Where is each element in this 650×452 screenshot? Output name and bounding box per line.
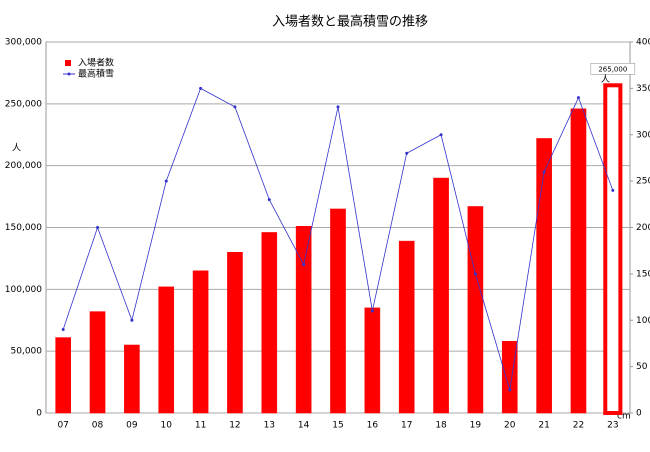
marker (233, 105, 237, 109)
x-tick-label: 20 (504, 421, 516, 431)
bar (295, 226, 312, 414)
bar (227, 251, 243, 414)
x-tick-label: 22 (573, 421, 584, 431)
bar (89, 311, 106, 414)
x-tick-label: 19 (470, 421, 482, 431)
y-tick-label: 50,000 (11, 347, 43, 357)
y-tick-label: 100,000 (5, 285, 42, 295)
y-tick-label: 150,000 (5, 223, 42, 233)
y2-tick-label: 300 (636, 130, 650, 140)
bar (433, 177, 449, 414)
y2-tick-label: 200 (636, 223, 650, 233)
bar (398, 240, 415, 414)
marker (576, 96, 580, 100)
y-tick-label: 200,000 (5, 161, 42, 171)
bar (330, 208, 346, 414)
y2-tick-label: 350 (636, 84, 650, 94)
bar (124, 344, 140, 414)
x-tick-label: 07 (57, 421, 68, 431)
bar (364, 307, 381, 414)
x-tick-label: 13 (264, 421, 275, 431)
marker (542, 170, 546, 174)
y2-tick-label: 250 (636, 177, 650, 187)
marker (336, 105, 340, 109)
value-label-unit: 人 (601, 74, 610, 85)
marker (302, 263, 306, 267)
y2-tick-label: 0 (636, 409, 642, 419)
x-tick-label: 08 (92, 421, 104, 431)
x-tick-label: 09 (126, 421, 138, 431)
legend-swatch (65, 60, 71, 66)
marker (267, 198, 271, 202)
x-tick-label: 12 (229, 421, 240, 431)
x-tick-label: 11 (195, 421, 206, 431)
marker (439, 133, 443, 137)
x-tick-label: 16 (367, 421, 379, 431)
y-tick-label: 300,000 (5, 38, 42, 48)
x-tick-label: 15 (332, 421, 343, 431)
x-tick-label: 17 (401, 421, 412, 431)
marker (405, 151, 409, 155)
bar (158, 286, 175, 414)
y2-tick-label: 100 (636, 316, 650, 326)
marker (164, 179, 168, 183)
value-label-box (590, 63, 636, 75)
x-tick-label: 21 (538, 421, 549, 431)
x-tick-label: 18 (435, 421, 447, 431)
legend-label: 入場者数 (78, 57, 114, 69)
bar (501, 341, 518, 414)
y2-tick-label: 50 (636, 362, 648, 372)
bar (536, 138, 552, 414)
marker (508, 388, 512, 392)
legend-label: 最高積雪 (78, 68, 114, 80)
value-label: 265,000 (598, 65, 627, 73)
y2-tick-label: 150 (636, 269, 650, 279)
chart-title: 入場者数と最高積雪の推移 (272, 14, 428, 30)
x-tick-label: 10 (161, 421, 173, 431)
x-tick-label: 23 (607, 421, 618, 431)
y-tick-label: 0 (36, 409, 42, 419)
marker (473, 272, 477, 276)
bar (570, 108, 587, 414)
y-tick-label: 250,000 (5, 99, 42, 109)
legend-swatch (67, 72, 71, 76)
bar (603, 83, 623, 416)
marker (96, 226, 100, 229)
bar (55, 337, 71, 414)
bar (192, 270, 209, 414)
marker (130, 318, 134, 322)
x-tick-label: 14 (298, 421, 310, 431)
marker (611, 188, 615, 192)
marker (370, 309, 374, 313)
marker (61, 328, 65, 332)
bar (261, 232, 278, 414)
marker (199, 86, 203, 90)
bar (467, 206, 484, 414)
y-axis-label: 人 (12, 143, 21, 154)
y2-tick-label: 400 (636, 38, 650, 48)
y2-axis-label: cm (617, 412, 631, 422)
